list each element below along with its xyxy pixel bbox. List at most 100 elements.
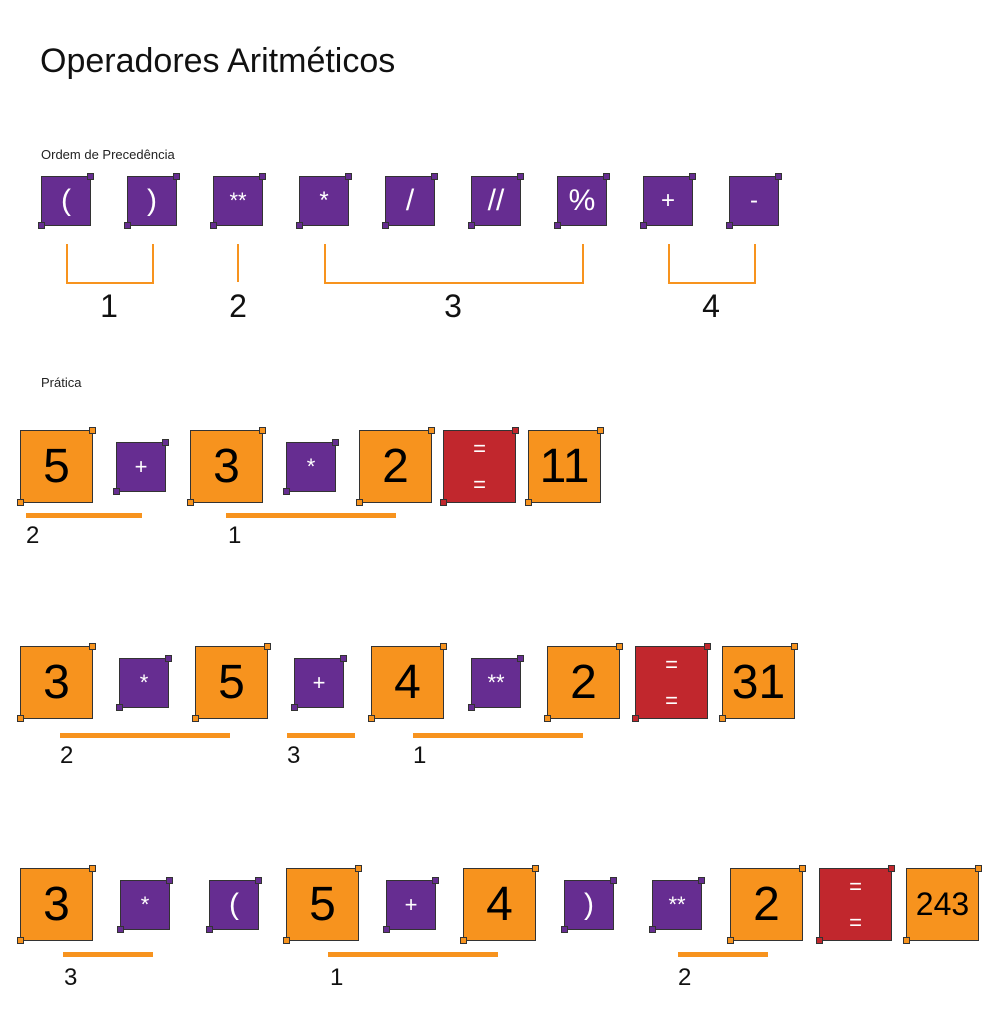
corner-handle	[38, 222, 45, 229]
evaluation-order: 1	[228, 522, 242, 549]
corner-handle	[903, 937, 910, 944]
corner-handle	[460, 937, 467, 944]
operand-box: 4	[460, 865, 539, 944]
corner-handle	[689, 173, 696, 180]
evaluation-underline	[63, 952, 153, 957]
corner-handle	[296, 222, 303, 229]
corner-handle	[291, 704, 298, 711]
equals-bar: =	[849, 909, 862, 935]
equals-sign: = =	[849, 873, 862, 935]
corner-handle	[517, 173, 524, 180]
corner-handle	[283, 488, 290, 495]
precedence-bracket	[324, 244, 584, 284]
corner-handle	[17, 937, 24, 944]
evaluation-underline	[26, 513, 142, 518]
operand-box: 3	[17, 865, 96, 944]
corner-handle	[89, 427, 96, 434]
corner-handle	[698, 877, 705, 884]
operand-text: 5	[218, 656, 245, 709]
operator-text: **	[487, 670, 505, 695]
operator-text: **	[229, 188, 247, 213]
precedence-bracket	[668, 244, 756, 284]
operator-text: +	[660, 187, 675, 214]
corner-handle	[383, 926, 390, 933]
corner-handle	[975, 865, 982, 872]
corner-handle	[468, 704, 475, 711]
corner-handle	[512, 427, 519, 434]
operator-box: **	[649, 877, 705, 933]
corner-handle	[255, 877, 262, 884]
precedence-label: Ordem de Precedência	[41, 147, 175, 162]
operator-text: *	[319, 187, 329, 214]
equals-bar: =	[665, 687, 678, 713]
corner-handle	[816, 937, 823, 944]
equals-box: = =	[632, 643, 711, 722]
corner-handle	[525, 499, 532, 506]
evaluation-order: 2	[26, 522, 40, 549]
corner-handle	[517, 655, 524, 662]
operator-text: +	[312, 670, 326, 695]
corner-handle	[431, 173, 438, 180]
corner-handle	[649, 926, 656, 933]
operator-text: (	[61, 184, 71, 217]
operator-text: *	[140, 892, 150, 917]
operator-text: *	[139, 670, 149, 695]
result-box: 11	[525, 427, 604, 506]
equals-bar: =	[473, 435, 486, 461]
operator-box: (	[38, 173, 94, 229]
corner-handle	[17, 715, 24, 722]
precedence-bracket	[66, 244, 154, 284]
corner-handle	[166, 877, 173, 884]
page-title: Operadores Aritméticos	[40, 42, 396, 80]
equals-bar: =	[849, 873, 862, 899]
corner-handle	[124, 222, 131, 229]
operator-text: +	[404, 892, 418, 917]
corner-handle	[165, 655, 172, 662]
corner-handle	[116, 704, 123, 711]
operand-box: 2	[727, 865, 806, 944]
operator-box: //	[468, 173, 524, 229]
operator-box: +	[291, 655, 347, 711]
evaluation-underline	[328, 952, 498, 957]
operand-box: 4	[368, 643, 447, 722]
evaluation-underline	[226, 513, 396, 518]
corner-handle	[440, 499, 447, 506]
operand-text: 2	[570, 656, 597, 709]
operand-box: 3	[187, 427, 266, 506]
operator-text: %	[568, 184, 596, 217]
result-box: 31	[719, 643, 798, 722]
operator-text: /	[405, 184, 415, 217]
corner-handle	[799, 865, 806, 872]
operand-box: 2	[544, 643, 623, 722]
operand-text: 3	[43, 656, 70, 709]
operator-text: **	[668, 892, 686, 917]
operand-text: 2	[753, 878, 780, 931]
evaluation-order: 3	[64, 964, 78, 991]
corner-handle	[597, 427, 604, 434]
evaluation-underline	[60, 733, 230, 738]
evaluation-underline	[287, 733, 355, 738]
corner-handle	[888, 865, 895, 872]
operand-text: 5	[309, 878, 336, 931]
corner-handle	[791, 643, 798, 650]
operand-text: 3	[43, 878, 70, 931]
corner-handle	[640, 222, 647, 229]
corner-handle	[440, 643, 447, 650]
operator-box: **	[210, 173, 266, 229]
corner-handle	[726, 222, 733, 229]
corner-handle	[632, 715, 639, 722]
corner-handle	[355, 865, 362, 872]
precedence-rank: 2	[229, 288, 247, 324]
corner-handle	[382, 222, 389, 229]
corner-handle	[87, 173, 94, 180]
evaluation-order: 2	[678, 964, 692, 991]
operator-text: //	[487, 184, 505, 217]
operand-box: 2	[356, 427, 435, 506]
corner-handle	[259, 173, 266, 180]
result-text: 11	[539, 440, 590, 493]
operator-box: )	[561, 877, 617, 933]
operator-box: *	[283, 439, 339, 495]
corner-handle	[264, 643, 271, 650]
precedence-rank: 1	[100, 288, 118, 324]
equals-box: = =	[816, 865, 895, 944]
